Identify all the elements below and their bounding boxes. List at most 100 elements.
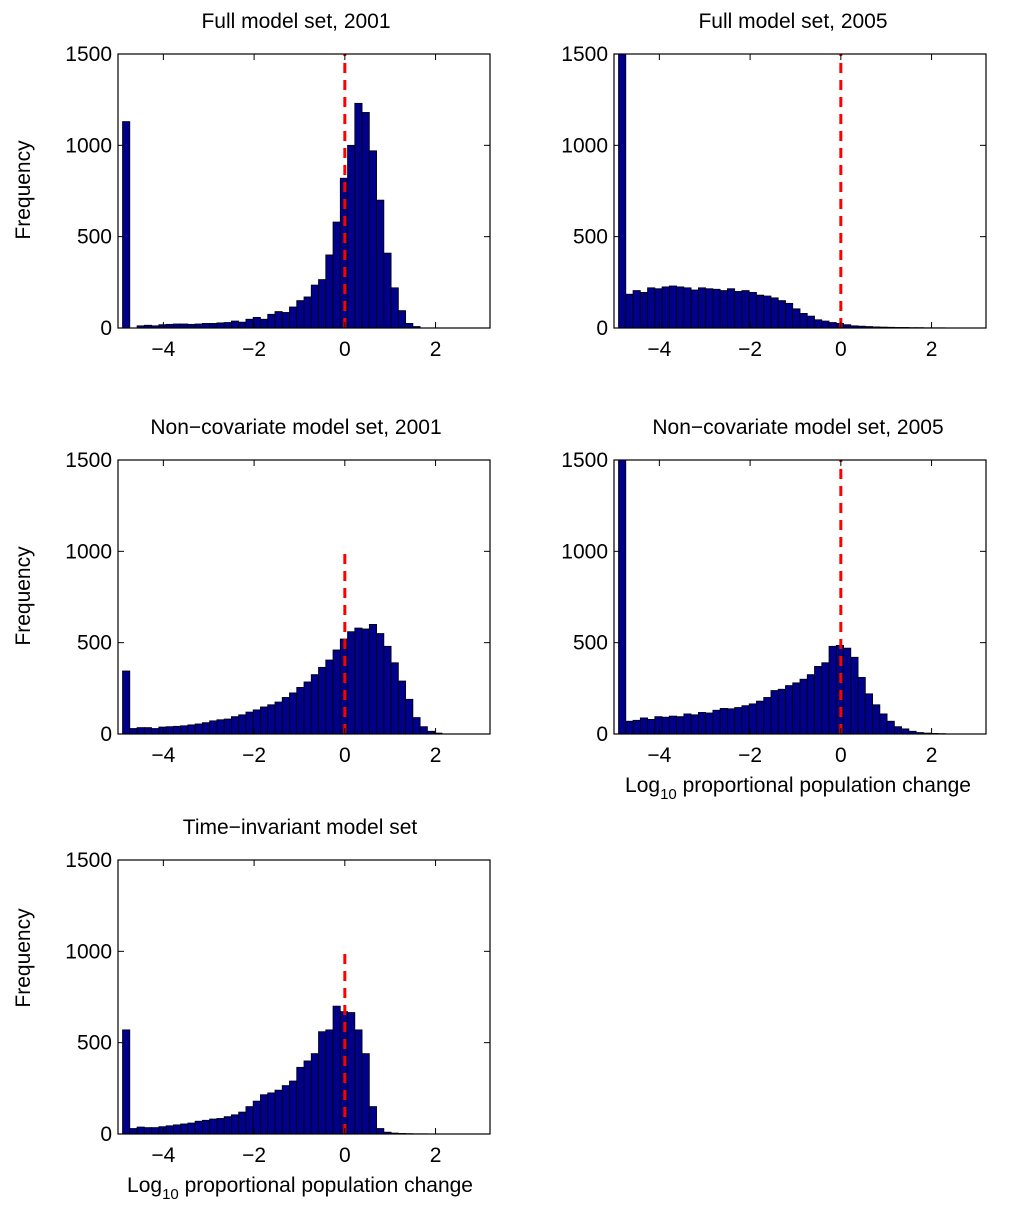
histogram-bar — [296, 1066, 305, 1134]
histogram-bar — [354, 627, 363, 734]
histogram-bar — [260, 318, 269, 328]
y-tick-label: 500 — [77, 226, 112, 249]
histogram-bar — [187, 1122, 196, 1134]
x-tick-label: −4 — [647, 744, 671, 767]
histogram-bar — [647, 287, 656, 328]
histogram-bar — [303, 681, 312, 734]
histogram-bar — [719, 290, 728, 328]
histogram-bar — [281, 697, 290, 734]
histogram-bar — [339, 638, 348, 734]
histogram-bar — [172, 1124, 182, 1134]
histogram-bar — [325, 1029, 334, 1134]
histogram-bar — [194, 723, 203, 734]
subscript: 10 — [660, 786, 677, 803]
histogram-bar — [368, 1106, 377, 1134]
histogram-bar — [647, 718, 656, 734]
axes-box — [613, 459, 987, 735]
histogram-bar — [705, 712, 714, 734]
histogram-bar — [281, 1085, 290, 1134]
histogram-bar — [697, 712, 707, 734]
histogram-bar — [383, 252, 392, 328]
histogram-bar — [209, 323, 218, 328]
histogram-bar — [194, 1120, 203, 1134]
axes-box — [117, 859, 491, 1135]
histogram-bar — [368, 150, 377, 328]
histogram-bar — [260, 1094, 269, 1134]
y-tick-label: 500 — [573, 226, 608, 249]
histogram-bar — [354, 1029, 363, 1134]
histogram-bar — [405, 323, 414, 328]
x-tick-label: 0 — [339, 1144, 351, 1167]
histogram-bar — [383, 645, 392, 734]
histogram-bar — [289, 1080, 298, 1134]
panel-time-invariant: Time−invariant model set Frequency Log10… — [12, 816, 491, 1203]
plot-area: −4 −2 0 2 0 500 1000 1500 — [65, 449, 491, 767]
histogram-bar — [289, 692, 298, 734]
y-tick-label: 500 — [573, 632, 608, 655]
histogram-bar — [318, 666, 327, 734]
x-tick-label: 2 — [926, 744, 938, 767]
y-tick-label: 1500 — [65, 449, 112, 472]
y-tick-label: 0 — [100, 1123, 112, 1146]
histogram-bar — [136, 727, 145, 734]
histogram-bar — [719, 708, 728, 734]
histogram-bar — [785, 302, 794, 328]
histogram-bar — [238, 321, 247, 328]
histogram-bar — [267, 1092, 276, 1134]
plot-area: −4 −2 0 2 0 500 1000 1500 — [561, 43, 987, 361]
histogram-bar — [376, 1128, 385, 1134]
y-tick-label: 1500 — [561, 449, 608, 472]
histogram-bar — [625, 720, 634, 734]
histogram-bar — [245, 711, 254, 734]
x-axis-label: Log10 proportional population change — [625, 774, 971, 803]
y-tick-label: 1500 — [65, 849, 112, 872]
histogram-bar — [806, 674, 815, 734]
x-axis-label-rest: proportional population change — [677, 774, 971, 797]
histogram-bar — [639, 717, 648, 734]
histogram-bar — [843, 647, 852, 734]
histogram-bar — [734, 707, 743, 734]
histogram-bar — [354, 102, 363, 328]
histogram-bar — [201, 323, 211, 328]
histogram-bar — [238, 1111, 247, 1134]
histogram-bar — [361, 1053, 370, 1134]
panel-title: Time−invariant model set — [183, 816, 418, 839]
histogram-bar — [231, 320, 240, 328]
histogram-bar — [618, 54, 627, 328]
histogram-bar — [893, 726, 903, 734]
histogram-bar — [332, 221, 341, 328]
histogram-bar — [274, 701, 283, 734]
histogram-bar — [676, 286, 685, 328]
y-tick-label: 500 — [77, 1032, 112, 1055]
histogram-bar — [260, 706, 269, 734]
histogram-bar — [223, 1116, 232, 1134]
histogram-bar — [770, 690, 779, 734]
x-tick-label: 2 — [926, 338, 938, 361]
y-tick-label: 1000 — [65, 134, 112, 157]
histogram-bar — [690, 714, 699, 734]
histogram-bar — [245, 318, 254, 328]
y-tick-label: 500 — [77, 632, 112, 655]
histogram-bar — [303, 296, 312, 328]
histogram-bar — [231, 716, 240, 734]
histogram-bar — [267, 313, 276, 328]
bars — [122, 102, 421, 328]
histogram-bar — [661, 716, 670, 734]
histogram-bar — [756, 294, 765, 328]
histogram-bar — [376, 633, 385, 734]
plot-area: −4 −2 0 2 0 500 1000 1500 — [65, 849, 491, 1167]
y-tick-label: 0 — [596, 723, 608, 746]
x-tick-label: 0 — [835, 744, 847, 767]
x-tick-label: −2 — [242, 338, 266, 361]
histogram-bar — [770, 297, 779, 328]
histogram-bar — [814, 666, 823, 734]
histogram-bar — [397, 680, 407, 734]
panel-title: Non−covariate model set, 2001 — [150, 416, 441, 439]
histogram-bar — [683, 287, 692, 328]
y-tick-label: 0 — [596, 317, 608, 340]
histogram-bar — [697, 287, 707, 328]
histogram-bar — [187, 724, 196, 734]
histogram-bar — [143, 727, 152, 734]
x-tick-label: 2 — [430, 338, 442, 361]
histogram-bar — [201, 722, 211, 734]
